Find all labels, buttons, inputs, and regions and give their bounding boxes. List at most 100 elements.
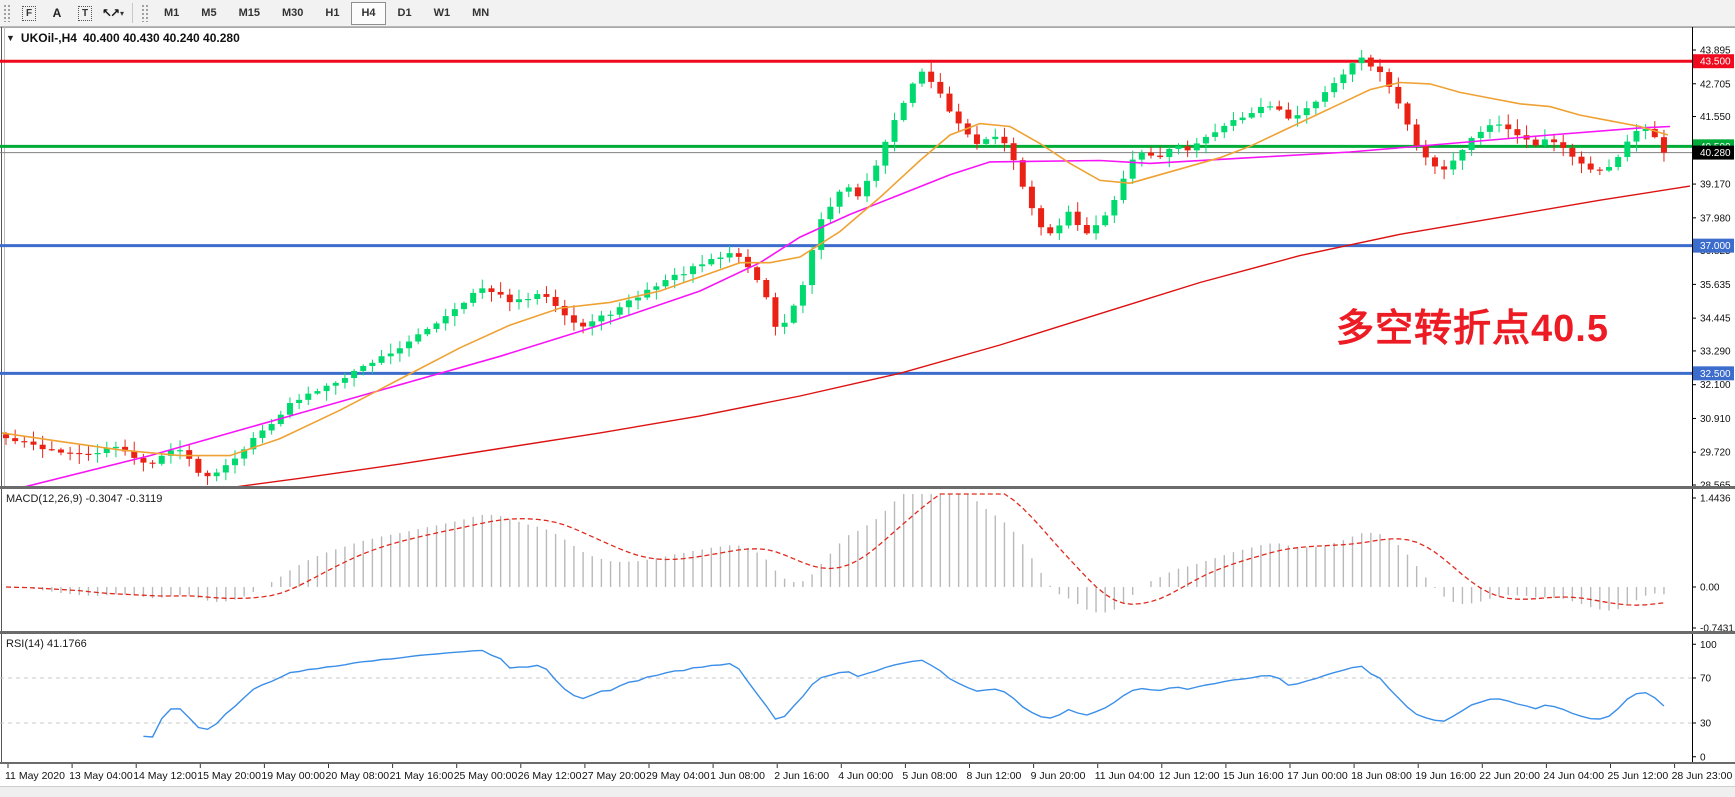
svg-text:33.290: 33.290: [1700, 346, 1731, 357]
svg-text:8 Jun 12:00: 8 Jun 12:00: [967, 770, 1022, 782]
timeframe-button-M15[interactable]: M15: [238, 7, 260, 19]
rsi-label: RSI(14) 41.1766: [6, 638, 87, 650]
svg-text:28.565: 28.565: [1700, 480, 1731, 489]
ma-slow-red: [224, 185, 1691, 489]
chevron-down-icon: ▾: [120, 8, 125, 18]
letter-t-icon: T: [77, 5, 93, 21]
timeframe-button-M30[interactable]: M30: [281, 7, 304, 19]
timeframe-button-H1[interactable]: H1: [325, 7, 340, 19]
svg-text:30: 30: [1700, 719, 1712, 730]
letter-a-icon: A: [52, 6, 62, 20]
chart-title: ▼ UKOil-,H4 40.400 40.430 40.240 40.280: [6, 31, 240, 45]
svg-text:21 May 16:00: 21 May 16:00: [390, 770, 454, 782]
svg-text:15 Jun 16:00: 15 Jun 16:00: [1223, 770, 1284, 782]
chart-text-annotation: 多空转折点40.5: [1336, 308, 1609, 350]
svg-text:9 Jun 20:00: 9 Jun 20:00: [1031, 770, 1086, 782]
svg-text:29.720: 29.720: [1700, 448, 1731, 459]
macd-axis[interactable]: 1.4436 0.00 -0.7431: [1692, 494, 1734, 635]
candles: [3, 50, 1667, 485]
svg-text:24 Jun 04:00: 24 Jun 04:00: [1543, 770, 1604, 782]
svg-text:70: 70: [1700, 674, 1712, 685]
toolbar-drag-handle[interactable]: [3, 4, 11, 22]
svg-text:41.550: 41.550: [1700, 112, 1731, 123]
ohlc-readout: 40.400 40.430 40.240 40.280: [82, 31, 240, 45]
svg-text:19 Jun 16:00: 19 Jun 16:00: [1415, 770, 1476, 782]
svg-text:15 May 20:00: 15 May 20:00: [197, 770, 261, 782]
svg-text:13 May 04:00: 13 May 04:00: [69, 770, 133, 782]
svg-text:0.00: 0.00: [1700, 583, 1720, 594]
svg-text:18 Jun 08:00: 18 Jun 08:00: [1351, 770, 1412, 782]
rsi-line: [143, 649, 1665, 738]
timeframe-button-H4[interactable]: H4: [351, 1, 386, 25]
arrows-icon: ↖↗: [101, 6, 120, 20]
svg-text:20 May 08:00: 20 May 08:00: [326, 770, 390, 782]
svg-text:42.705: 42.705: [1700, 79, 1731, 90]
symbol-dropdown-icon[interactable]: ▼: [6, 33, 15, 43]
svg-text:17 Jun 00:00: 17 Jun 00:00: [1287, 770, 1348, 782]
svg-text:25 May 00:00: 25 May 00:00: [454, 770, 518, 782]
toolbar-separator: [132, 3, 133, 23]
time-axis[interactable]: 11 May 2020 13 May 04:00 14 May 12:00 15 Ma…: [0, 764, 1735, 786]
svg-text:39.170: 39.170: [1700, 180, 1731, 191]
svg-text:22 Jun 20:00: 22 Jun 20:00: [1479, 770, 1540, 782]
price-badge-43.500: [1693, 54, 1734, 69]
toolbar: F A T ↖↗ ▾ M1 M5 M15 M30 H1 H4 D1 W1 MN: [0, 0, 1735, 27]
symbol-name: UKOil-,H4: [20, 31, 77, 45]
price-axis[interactable]: 43.89542.70541.55039.17037.98036.82535.6…: [1692, 46, 1734, 490]
timeframe-button-M1[interactable]: M1: [164, 7, 180, 19]
svg-text:32.100: 32.100: [1700, 380, 1731, 391]
timeframe-drag-handle[interactable]: [141, 4, 149, 22]
svg-text:5 Jun 08:00: 5 Jun 08:00: [902, 770, 957, 782]
svg-text:35.635: 35.635: [1700, 280, 1731, 291]
ma-mid-magenta: [12, 125, 1671, 489]
svg-text:30.910: 30.910: [1700, 414, 1731, 425]
macd-label: MACD(12,26,9) -0.3047 -0.3119: [6, 493, 163, 505]
svg-text:40.280: 40.280: [1700, 148, 1731, 159]
svg-text:-0.7431: -0.7431: [1700, 624, 1734, 635]
price-badge-40.280: [1693, 145, 1734, 160]
svg-text:14 May 12:00: 14 May 12:00: [133, 770, 197, 782]
svg-text:100: 100: [1700, 640, 1717, 651]
svg-text:4 Jun 00:00: 4 Jun 00:00: [838, 770, 893, 782]
time-axis-labels[interactable]: 11 May 2020 13 May 04:00 14 May 12:00 15 Ma…: [5, 764, 1732, 782]
dotted-grid-icon: F: [21, 5, 37, 21]
data-window-icon[interactable]: F: [16, 1, 42, 25]
price-badge-32.500: [1693, 366, 1734, 381]
timeframe-button-W1[interactable]: W1: [433, 7, 451, 19]
text-label-icon[interactable]: T: [72, 1, 98, 25]
svg-text:37.980: 37.980: [1700, 213, 1731, 224]
window-bottom-strip: [0, 786, 1735, 797]
svg-text:26 May 12:00: 26 May 12:00: [518, 770, 582, 782]
svg-text:34.445: 34.445: [1700, 314, 1731, 325]
rsi-axis[interactable]: 100 70 30 0: [1692, 640, 1717, 764]
svg-text:25 Jun 12:00: 25 Jun 12:00: [1608, 770, 1669, 782]
svg-text:11 Jun 04:00: 11 Jun 04:00: [1095, 770, 1155, 782]
macd-indicator-pane[interactable]: 1.4436 0.00 -0.7431: [0, 489, 1735, 634]
svg-text:19 May 00:00: 19 May 00:00: [261, 770, 325, 782]
timeframe-button-MN[interactable]: MN: [472, 7, 490, 19]
arrow-objects-button[interactable]: ↖↗ ▾: [100, 1, 126, 25]
svg-text:28 Jun 23:00: 28 Jun 23:00: [1672, 770, 1733, 782]
svg-text:1.4436: 1.4436: [1700, 494, 1731, 505]
svg-text:0: 0: [1700, 752, 1706, 763]
timeframe-group: M1 M5 M15 M30 H1 H4 D1 W1 MN: [153, 1, 500, 25]
timeframe-button-D1[interactable]: D1: [397, 7, 412, 19]
svg-text:2 Jun 16:00: 2 Jun 16:00: [774, 770, 829, 782]
svg-text:43.500: 43.500: [1700, 57, 1731, 68]
svg-text:11 May 2020: 11 May 2020: [5, 770, 65, 782]
timeframe-button-M5[interactable]: M5: [201, 7, 217, 19]
svg-text:12 Jun 12:00: 12 Jun 12:00: [1159, 770, 1220, 782]
svg-text:1 Jun 08:00: 1 Jun 08:00: [710, 770, 765, 782]
macd-histogram: [14, 494, 1665, 613]
svg-text:29 May 04:00: 29 May 04:00: [646, 770, 710, 782]
price-chart-pane[interactable]: 43.89542.70541.55039.17037.98036.82535.6…: [0, 27, 1735, 489]
svg-text:43.895: 43.895: [1700, 46, 1731, 57]
price-badge-37.000: [1693, 238, 1734, 253]
ma-fast-orange: [1, 81, 1669, 457]
svg-text:32.500: 32.500: [1700, 369, 1731, 380]
rsi-indicator-pane[interactable]: 100 70 30 0: [0, 634, 1735, 764]
svg-text:37.000: 37.000: [1700, 241, 1731, 252]
svg-text:27 May 20:00: 27 May 20:00: [582, 770, 646, 782]
text-annotation-icon[interactable]: A: [44, 1, 70, 25]
